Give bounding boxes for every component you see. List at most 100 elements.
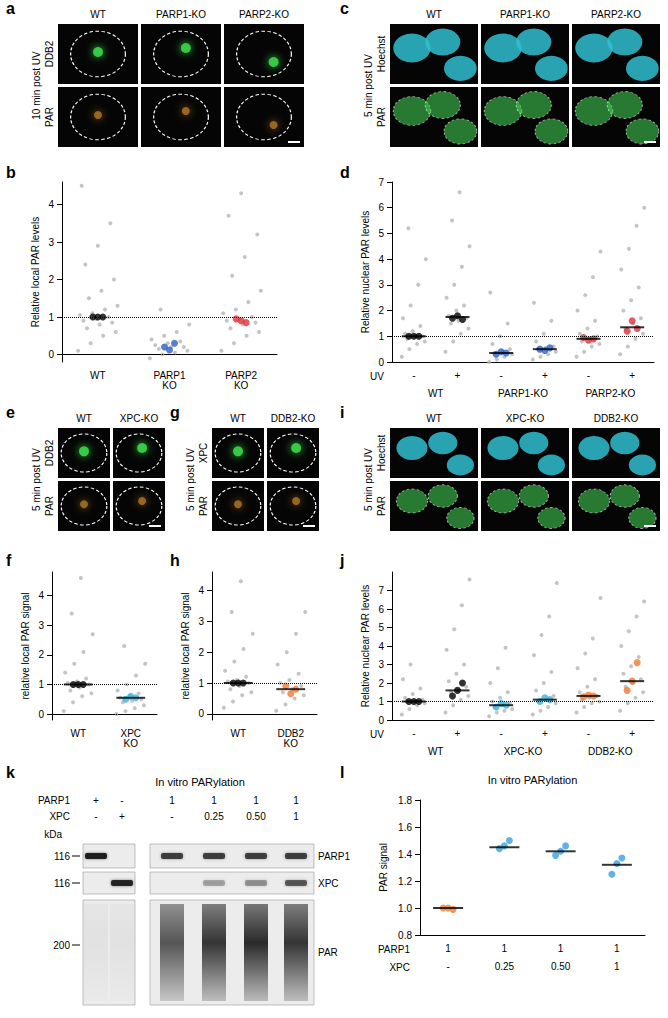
svg-text:Relative local PAR levels: Relative local PAR levels — [30, 217, 41, 327]
svg-text:WT: WT — [70, 728, 86, 739]
svg-text:1: 1 — [502, 943, 508, 954]
svg-text:2: 2 — [198, 647, 204, 658]
svg-text:3: 3 — [48, 237, 54, 248]
svg-text:3: 3 — [198, 616, 204, 627]
svg-text:+: + — [629, 370, 635, 381]
svg-text:PARP2-KO: PARP2-KO — [585, 388, 635, 399]
svg-text:10 min post UV: 10 min post UV — [31, 51, 42, 120]
svg-text:1: 1 — [614, 961, 620, 972]
svg-text:116: 116 — [54, 878, 70, 889]
svg-text:+: + — [542, 728, 548, 739]
svg-text:relative local PAR signal: relative local PAR signal — [180, 592, 191, 699]
svg-text:Hoechst: Hoechst — [376, 35, 387, 72]
svg-text:DDB2: DDB2 — [44, 439, 55, 466]
svg-text:PAR: PAR — [44, 107, 55, 127]
svg-text:1: 1 — [169, 795, 175, 806]
svg-text:UV: UV — [370, 371, 384, 382]
svg-text:relative local PAR signal: relative local PAR signal — [20, 592, 31, 699]
svg-text:XPC-KO: XPC-KO — [506, 413, 545, 424]
svg-text:2: 2 — [378, 305, 384, 316]
svg-text:200: 200 — [53, 940, 70, 951]
svg-text:PARP2-KO: PARP2-KO — [239, 9, 289, 20]
svg-text:a: a — [6, 0, 15, 17]
svg-text:Relative nuclear PAR levels: Relative nuclear PAR levels — [360, 211, 371, 334]
svg-text:-: - — [446, 961, 449, 972]
svg-text:5: 5 — [378, 622, 384, 633]
svg-text:PARP2-KO: PARP2-KO — [591, 9, 641, 20]
svg-text:1: 1 — [293, 811, 299, 822]
svg-text:1: 1 — [198, 678, 204, 689]
svg-text:KO: KO — [124, 738, 139, 749]
svg-text:-: - — [499, 728, 502, 739]
svg-text:i: i — [340, 404, 344, 421]
svg-text:0: 0 — [378, 357, 384, 368]
svg-text:g: g — [170, 404, 180, 421]
svg-text:h: h — [170, 552, 180, 569]
svg-text:2: 2 — [38, 649, 44, 660]
svg-text:+: + — [629, 728, 635, 739]
svg-text:1: 1 — [48, 312, 54, 323]
svg-text:7: 7 — [378, 177, 384, 188]
svg-text:DDB2-KO: DDB2-KO — [271, 413, 316, 424]
svg-text:k: k — [6, 764, 15, 781]
svg-text:3: 3 — [378, 279, 384, 290]
svg-text:1: 1 — [614, 943, 620, 954]
svg-text:PAR: PAR — [376, 496, 387, 516]
svg-text:kDa: kDa — [44, 829, 62, 840]
svg-text:c: c — [340, 0, 349, 17]
svg-text:In vitro PARylation: In vitro PARylation — [155, 776, 245, 788]
svg-text:-: - — [412, 370, 415, 381]
svg-text:Relative nuclear PAR levels: Relative nuclear PAR levels — [360, 585, 371, 708]
svg-text:7: 7 — [378, 585, 384, 596]
svg-text:KO: KO — [234, 380, 249, 391]
svg-text:4: 4 — [378, 254, 384, 265]
svg-text:DDB2: DDB2 — [44, 40, 55, 67]
svg-text:5 min post UV: 5 min post UV — [363, 448, 374, 511]
svg-text:-: - — [587, 370, 590, 381]
svg-text:WT: WT — [426, 413, 442, 424]
svg-text:e: e — [6, 404, 15, 421]
svg-text:1: 1 — [445, 943, 451, 954]
svg-text:XPC: XPC — [318, 878, 339, 889]
svg-text:6: 6 — [378, 202, 384, 213]
svg-text:+: + — [542, 370, 548, 381]
svg-text:1: 1 — [378, 331, 384, 342]
svg-text:-: - — [120, 795, 123, 806]
svg-text:DDB2-KO: DDB2-KO — [594, 413, 639, 424]
svg-text:6: 6 — [378, 604, 384, 615]
svg-text:PARP1: PARP1 — [318, 851, 350, 862]
svg-text:0: 0 — [48, 349, 54, 360]
svg-text:4: 4 — [38, 590, 44, 601]
svg-text:XPC: XPC — [389, 962, 410, 973]
svg-text:0: 0 — [38, 709, 44, 720]
svg-text:WT: WT — [76, 413, 92, 424]
svg-text:0.50: 0.50 — [551, 961, 571, 972]
svg-text:PAR signal: PAR signal — [378, 843, 389, 892]
svg-text:+: + — [93, 795, 99, 806]
svg-text:d: d — [340, 164, 350, 181]
svg-text:XPC: XPC — [198, 443, 209, 464]
svg-text:5 min post UV: 5 min post UV — [363, 54, 374, 117]
svg-text:5 min post UV: 5 min post UV — [31, 448, 42, 511]
svg-text:2: 2 — [378, 678, 384, 689]
svg-text:WT: WT — [230, 413, 246, 424]
svg-text:4: 4 — [378, 641, 384, 652]
svg-text:1.2: 1.2 — [398, 876, 412, 887]
svg-text:-: - — [170, 811, 173, 822]
svg-text:1: 1 — [293, 795, 299, 806]
svg-text:XPC-KO: XPC-KO — [120, 413, 159, 424]
svg-text:4: 4 — [198, 585, 204, 596]
svg-text:-: - — [587, 728, 590, 739]
svg-text:1: 1 — [253, 795, 259, 806]
svg-text:0: 0 — [378, 715, 384, 726]
svg-text:KO: KO — [162, 380, 177, 391]
svg-text:WT: WT — [90, 370, 106, 381]
svg-text:In vitro PARylation: In vitro PARylation — [488, 774, 578, 786]
svg-text:-: - — [94, 811, 97, 822]
svg-text:5: 5 — [378, 228, 384, 239]
svg-text:b: b — [6, 164, 16, 181]
svg-text:0: 0 — [198, 708, 204, 719]
svg-text:3: 3 — [38, 620, 44, 631]
svg-text:PAR: PAR — [376, 107, 387, 127]
svg-text:0.25: 0.25 — [204, 811, 224, 822]
